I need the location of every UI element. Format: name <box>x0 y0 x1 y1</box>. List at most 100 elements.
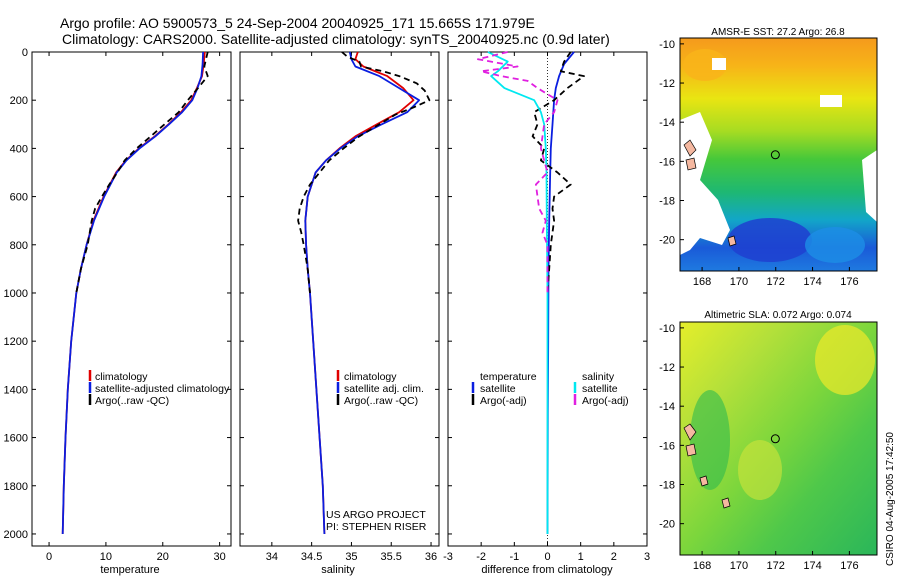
series-line-salinity-satellite <box>487 51 549 534</box>
legend-label-temp-argo: Argo(-adj) <box>480 395 527 407</box>
depth-tick-label: 1600 <box>4 433 28 445</box>
project-pi: PI: STEPHEN RISER <box>326 521 427 533</box>
depth-tick-label: 600 <box>10 192 28 204</box>
salinity-xlabel: salinity <box>321 564 355 576</box>
sst-warm-patch <box>683 49 727 81</box>
lat-tick-label: -14 <box>659 401 675 413</box>
sst-argo-marker <box>770 150 780 160</box>
depth-tick-label: 1000 <box>4 288 28 300</box>
lat-tick-label: -20 <box>659 235 675 247</box>
lon-tick-label: 172 <box>767 560 785 572</box>
x-tick-label: 36 <box>425 551 437 563</box>
sst-island-3 <box>727 235 737 247</box>
salinity-legend: climatology satellite adj. clim. Argo(..… <box>336 370 424 407</box>
legend-heading-temperature: temperature <box>480 371 537 383</box>
salinity-x-ticks: 34 34.5 35 35.5 36 <box>266 52 437 563</box>
sla-lat-ticks: -10 -12 -14 -16 -18 -20 <box>659 323 684 531</box>
sla-island-3 <box>721 497 731 509</box>
sst-gap-1 <box>712 58 726 70</box>
sst-cool-patch <box>805 227 865 263</box>
lat-tick-label: -12 <box>659 362 675 374</box>
sst-island-2 <box>685 157 697 171</box>
series-line-temperature-satellite <box>546 51 575 535</box>
depth-tick-label: 1800 <box>4 481 28 493</box>
sla-high-patch-2 <box>738 440 782 500</box>
legend-label-climatology: climatology <box>95 371 148 383</box>
sst-gap-3 <box>862 150 877 222</box>
lat-tick-label: -12 <box>659 78 675 90</box>
series-line-satellite-adj-clim- <box>304 51 421 535</box>
difference-legend: temperature satellite Argo(-adj) salinit… <box>471 371 629 407</box>
legend-label-sal-argo: Argo(-adj) <box>582 395 629 407</box>
x-tick-label: 2 <box>611 551 617 563</box>
depth-tick-label: 400 <box>10 143 28 155</box>
x-tick-label: -2 <box>476 551 486 563</box>
series-line-temperature-argo-adj- <box>531 51 585 294</box>
depth-tick-label: 800 <box>10 240 28 252</box>
x-tick-label: 35.5 <box>381 551 402 563</box>
sst-map-title: AMSR-E SST: 27.2 Argo: 26.8 <box>711 27 845 38</box>
lon-tick-label: 172 <box>767 276 785 288</box>
sst-map: AMSR-E SST: 27.2 Argo: 26.8 168 170 172 174… <box>659 27 878 288</box>
legend-label-temp-satellite: satellite <box>480 383 516 395</box>
project-name: US ARGO PROJECT <box>326 509 426 521</box>
sla-island-1 <box>683 423 697 441</box>
series-line-salinity-argo-adj- <box>476 51 559 293</box>
lon-tick-label: 176 <box>840 560 858 572</box>
sst-lon-ticks: 168 170 172 174 176 <box>693 267 859 288</box>
sst-island-1 <box>683 139 697 157</box>
lat-tick-label: -14 <box>659 117 675 129</box>
depth-tick-label: 1400 <box>4 384 28 396</box>
x-tick-label: 34 <box>266 551 278 563</box>
sla-low-patch <box>690 390 730 490</box>
lon-tick-label: 176 <box>840 276 858 288</box>
legend-label-argo-sal: Argo(..raw -QC) <box>344 395 418 407</box>
difference-series <box>476 51 585 535</box>
x-tick-label: -1 <box>509 551 519 563</box>
x-tick-label: -3 <box>443 551 453 563</box>
temperature-series <box>61 51 209 535</box>
side-stamp: CSIRO 04-Aug-2005 17:42:50 <box>885 432 896 566</box>
lon-tick-label: 174 <box>803 560 821 572</box>
depth-tick-label: 0 <box>22 47 28 59</box>
legend-label-argo: Argo(..raw -QC) <box>95 395 169 407</box>
x-tick-label: 30 <box>214 551 226 563</box>
depth-tick-labels: 0 200 400 600 800 1000 1200 1400 1600 1800 2000 <box>4 47 647 541</box>
depth-tick-label: 1200 <box>4 336 28 348</box>
sla-field <box>680 322 877 555</box>
temperature-xlabel: temperature <box>100 564 159 576</box>
sla-argo-marker <box>770 434 780 444</box>
temperature-x-ticks: 0 10 20 30 <box>46 52 226 563</box>
lon-tick-label: 168 <box>693 560 711 572</box>
sst-map-frame <box>679 37 878 272</box>
series-line-argo-raw-qc- <box>75 51 209 294</box>
lat-tick-label: -18 <box>659 196 675 208</box>
x-tick-label: 35 <box>345 551 357 563</box>
title-line-1: Argo profile: AO 5900573_5 24-Sep-2004 2… <box>60 15 535 31</box>
x-tick-label: 34.5 <box>301 551 322 563</box>
temperature-axes-frame <box>31 51 232 547</box>
difference-xlabel: difference from climatology <box>481 564 613 576</box>
lon-tick-label: 168 <box>693 276 711 288</box>
sla-high-patch <box>815 325 875 395</box>
difference-panel: -3 -2 -1 0 1 2 3 difference from climatology t… <box>443 51 650 576</box>
sst-cold-patch <box>728 218 812 262</box>
difference-x-ticks: -3 -2 -1 0 1 2 3 <box>443 52 650 563</box>
series-line-argo-raw-qc- <box>297 51 431 294</box>
depth-tick-label: 2000 <box>4 529 28 541</box>
series-line-climatology <box>61 51 206 535</box>
sst-lat-ticks: -10 -12 -14 -16 -18 -20 <box>659 39 684 247</box>
salinity-panel: 34 34.5 35 35.5 36 salinity climatology sate… <box>239 51 440 576</box>
series-line-satellite-adjusted-climatology <box>61 51 204 535</box>
salinity-series <box>297 51 431 535</box>
x-tick-label: 20 <box>157 551 169 563</box>
lat-tick-label: -18 <box>659 480 675 492</box>
lat-tick-label: -16 <box>659 156 675 168</box>
lon-tick-label: 170 <box>730 560 748 572</box>
title-line-2: Climatology: CARS2000. Satellite-adjuste… <box>62 31 610 47</box>
sst-field <box>680 38 877 271</box>
lon-tick-label: 170 <box>730 276 748 288</box>
sla-map-title: Altimetric SLA: 0.072 Argo: 0.074 <box>704 310 852 321</box>
sst-gap-2 <box>820 95 842 107</box>
